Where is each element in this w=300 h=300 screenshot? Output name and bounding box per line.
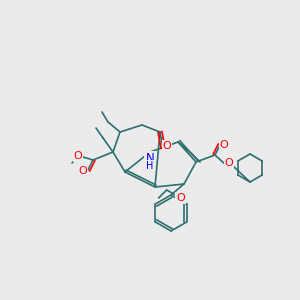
Text: O: O bbox=[79, 166, 87, 176]
Text: O: O bbox=[220, 140, 228, 150]
Text: O: O bbox=[176, 193, 185, 203]
Text: O: O bbox=[163, 141, 171, 151]
Text: O: O bbox=[74, 151, 82, 161]
Text: H: H bbox=[146, 161, 154, 171]
Text: N: N bbox=[146, 152, 154, 166]
Text: N: N bbox=[146, 155, 154, 165]
Text: H: H bbox=[146, 161, 154, 171]
Text: O: O bbox=[225, 158, 233, 168]
